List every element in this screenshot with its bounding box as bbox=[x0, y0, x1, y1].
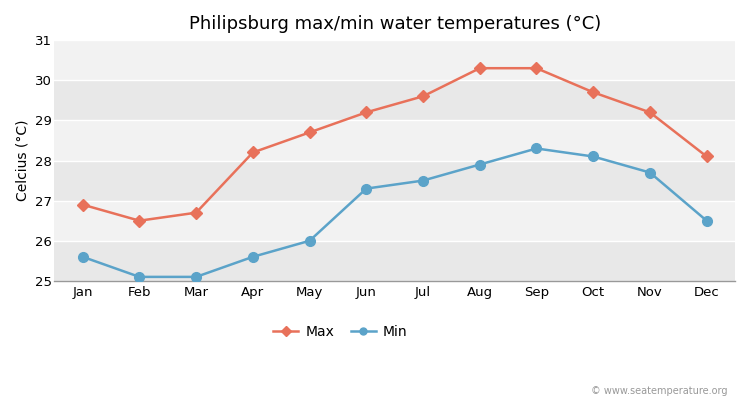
Text: © www.seatemperature.org: © www.seatemperature.org bbox=[591, 386, 728, 396]
Y-axis label: Celcius (°C): Celcius (°C) bbox=[15, 120, 29, 201]
Min bbox=[305, 238, 314, 243]
Max bbox=[476, 66, 484, 71]
Max bbox=[532, 66, 541, 71]
Max bbox=[248, 150, 257, 155]
Line: Max: Max bbox=[79, 64, 711, 225]
Max bbox=[646, 110, 655, 115]
Min bbox=[135, 274, 144, 279]
Bar bbox=[54, 40, 735, 80]
Min bbox=[419, 178, 428, 183]
Max bbox=[192, 210, 201, 215]
Min bbox=[476, 162, 484, 167]
Max bbox=[305, 130, 314, 135]
Max bbox=[362, 110, 370, 115]
Max bbox=[135, 218, 144, 223]
Bar bbox=[54, 120, 735, 160]
Max bbox=[78, 202, 87, 207]
Max bbox=[702, 154, 711, 159]
Min bbox=[532, 146, 541, 151]
Legend: Max, Min: Max, Min bbox=[268, 319, 413, 344]
Max bbox=[589, 90, 598, 95]
Min bbox=[192, 274, 201, 279]
Line: Min: Min bbox=[78, 144, 712, 282]
Bar bbox=[54, 201, 735, 241]
Bar bbox=[54, 160, 735, 201]
Min bbox=[78, 254, 87, 259]
Max bbox=[419, 94, 428, 99]
Bar bbox=[54, 241, 735, 281]
Title: Philipsburg max/min water temperatures (°C): Philipsburg max/min water temperatures (… bbox=[188, 15, 601, 33]
Min bbox=[248, 254, 257, 259]
Min bbox=[589, 154, 598, 159]
Min bbox=[646, 170, 655, 175]
Bar bbox=[54, 80, 735, 120]
Min bbox=[362, 186, 370, 191]
Min bbox=[702, 218, 711, 223]
